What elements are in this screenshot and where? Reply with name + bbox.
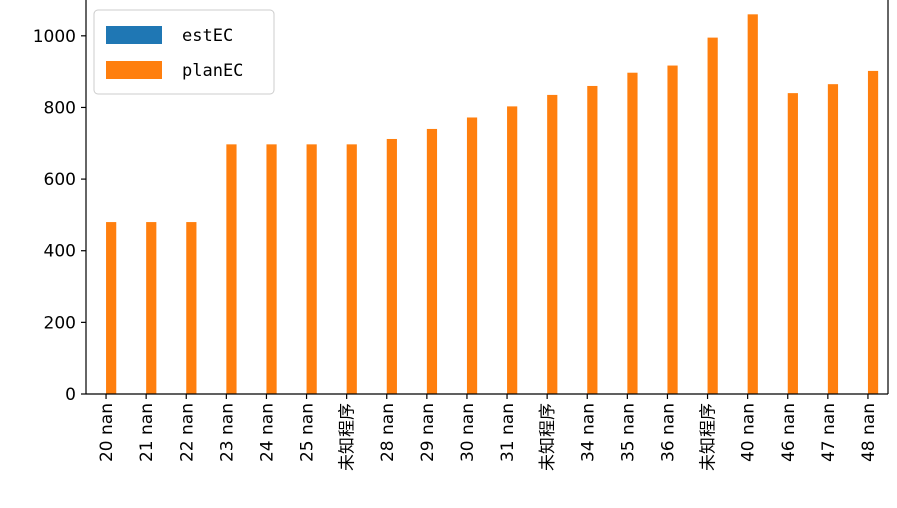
bar-planEC-13 — [627, 72, 638, 394]
x-tick-label: 46 nan — [779, 403, 799, 462]
x-tick-label: 20 nan — [97, 403, 117, 462]
x-tick-label: 29 nan — [418, 403, 438, 462]
x-tick-label: 22 nan — [177, 403, 197, 462]
y-tick-label: 200 — [44, 313, 76, 333]
y-tick-label: 600 — [44, 170, 76, 190]
bar-planEC-14 — [667, 65, 678, 394]
x-tick-label: 30 nan — [458, 403, 478, 462]
x-tick-label: 23 nan — [217, 403, 237, 462]
x-tick-label: 35 nan — [618, 403, 638, 462]
bar-planEC-7 — [386, 138, 397, 394]
x-tick-label: 未知程序 — [338, 403, 358, 471]
bar-planEC-1 — [146, 222, 157, 394]
bar-planEC-18 — [827, 84, 839, 394]
legend-swatch-estEC — [106, 26, 162, 44]
bar-planEC-19 — [867, 70, 879, 395]
x-tick-label: 31 nan — [498, 403, 518, 462]
bar-planEC-6 — [346, 144, 357, 394]
legend: estEC planEC — [93, 9, 275, 95]
bar-planEC-5 — [306, 144, 317, 394]
legend-swatch-planEC — [106, 61, 162, 79]
x-tick-label: 48 nan — [859, 403, 879, 462]
bar-planEC-17 — [787, 93, 798, 395]
legend-label-estEC: estEC — [182, 26, 233, 46]
bar-planEC-2 — [186, 222, 197, 394]
x-tick-label: 21 nan — [137, 403, 157, 462]
bar-planEC-15 — [707, 37, 718, 394]
y-ticks-group: 0 200 400 600 800 1000 — [33, 27, 86, 405]
x-tick-label: 47 nan — [819, 403, 839, 462]
x-tick-label: 40 nan — [739, 403, 759, 462]
bar-planEC-11 — [547, 94, 558, 394]
x-tick-label: 36 nan — [658, 403, 678, 462]
y-tick-label: 800 — [44, 98, 76, 118]
x-tick-label: 未知程序 — [699, 403, 719, 471]
bar-planEC-16 — [747, 14, 758, 395]
y-tick-label: 1000 — [33, 27, 76, 47]
y-tick-label: 400 — [44, 242, 76, 262]
bars-group — [106, 14, 879, 395]
x-ticks-group: 20 nan 21 nan 22 nan 23 nan 24 nan 25 nan 未知程序… — [97, 394, 879, 471]
axes-group — [85, 0, 889, 395]
y-tick-label: 0 — [65, 385, 76, 405]
bar-planEC-8 — [426, 128, 438, 395]
bar-planEC-9 — [466, 117, 478, 394]
x-tick-label: 未知程序 — [538, 403, 558, 471]
x-tick-label: 34 nan — [578, 403, 598, 462]
bar-planEC-12 — [587, 85, 598, 395]
x-tick-label: 24 nan — [257, 403, 277, 462]
bar-planEC-0 — [106, 222, 117, 394]
bar-planEC-3 — [226, 144, 237, 394]
bar-planEC-4 — [266, 144, 277, 394]
x-tick-label: 25 nan — [298, 403, 318, 462]
bar-planEC-10 — [507, 106, 518, 394]
legend-box — [93, 9, 275, 95]
x-tick-label: 28 nan — [378, 403, 398, 462]
legend-label-planEC: planEC — [182, 61, 243, 81]
